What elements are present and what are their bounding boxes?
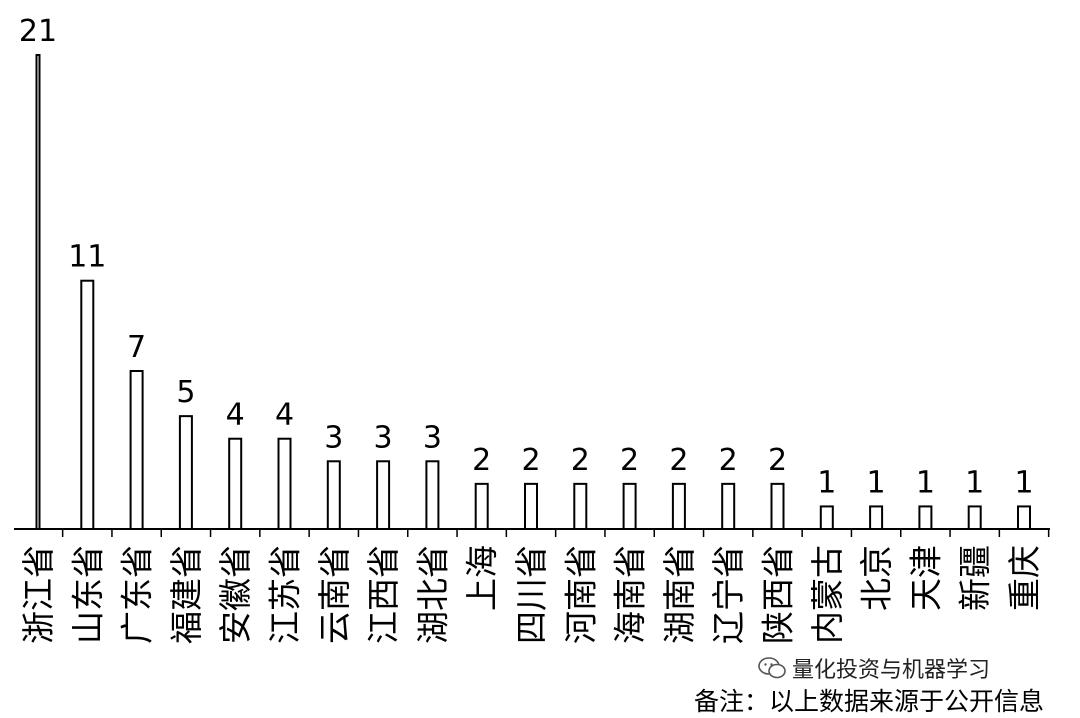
category-label: 江西省 xyxy=(364,545,403,644)
category-label: 安徽省 xyxy=(216,545,255,644)
category-label: 重庆 xyxy=(1005,545,1044,611)
bar-新疆 xyxy=(967,505,982,530)
value-label: 1 xyxy=(916,465,935,500)
category-labels: 浙江省 山东省 广东省 福建省 安徽省 江苏省 云南省 江西省 湖北省 上海 四川省 河南省 海南省 湖南… xyxy=(19,545,1044,644)
category-label: 天津 xyxy=(906,545,945,611)
category-label: 新疆 xyxy=(956,545,995,611)
bar-上海 xyxy=(474,482,489,531)
category-label: 北京 xyxy=(857,545,896,611)
wechat-icon xyxy=(758,657,786,679)
value-label: 4 xyxy=(275,398,294,433)
value-label: 1 xyxy=(817,465,836,500)
category-label: 四川省 xyxy=(512,545,551,644)
value-label: 21 xyxy=(19,14,57,49)
bars-group xyxy=(35,54,1031,531)
bar-云南省 xyxy=(326,460,341,530)
value-label: 2 xyxy=(669,443,688,478)
bar-山东省 xyxy=(80,279,95,531)
category-label: 海南省 xyxy=(611,545,650,644)
category-label: 内蒙古 xyxy=(808,545,847,644)
bar-河南省 xyxy=(573,482,588,531)
value-label: 2 xyxy=(571,443,590,478)
value-label: 1 xyxy=(965,465,984,500)
value-label: 4 xyxy=(226,398,245,433)
category-label: 福建省 xyxy=(167,545,206,644)
category-label: 上海 xyxy=(463,545,502,611)
bar-湖南省 xyxy=(671,482,686,531)
value-label: 2 xyxy=(719,443,738,478)
category-label: 河南省 xyxy=(561,545,600,644)
x-axis-ticks xyxy=(61,529,1050,537)
value-label: 7 xyxy=(127,330,146,365)
category-label: 辽宁省 xyxy=(709,545,748,644)
bar-江西省 xyxy=(376,460,391,530)
value-label: 2 xyxy=(620,443,639,478)
value-label: 3 xyxy=(374,420,393,455)
category-label: 湖南省 xyxy=(660,545,699,644)
value-label: 2 xyxy=(521,443,540,478)
bar-辽宁省 xyxy=(721,482,736,531)
bar-重庆 xyxy=(1017,505,1031,530)
bar-四川省 xyxy=(524,482,538,531)
category-label: 云南省 xyxy=(315,545,354,644)
bar-湖北省 xyxy=(425,460,440,530)
bar-广东省 xyxy=(129,370,144,530)
value-label: 3 xyxy=(324,420,343,455)
bar-天津 xyxy=(918,505,933,530)
bar-安徽省 xyxy=(228,437,243,531)
category-label: 湖北省 xyxy=(413,545,452,644)
value-label: 2 xyxy=(768,443,787,478)
watermark-text: 量化投资与机器学习 xyxy=(792,658,991,683)
bar-陕西省 xyxy=(770,482,785,531)
bar-福建省 xyxy=(178,415,193,530)
bar-浙江省 xyxy=(35,54,41,530)
category-label: 江苏省 xyxy=(266,545,305,644)
category-label: 浙江省 xyxy=(19,545,58,644)
value-label: 11 xyxy=(68,240,106,275)
category-label: 广东省 xyxy=(118,545,157,644)
bar-内蒙古 xyxy=(819,505,834,530)
value-label: 5 xyxy=(176,375,195,410)
watermark: 量化投资与机器学习 xyxy=(758,652,990,684)
category-label: 山东省 xyxy=(68,545,107,644)
value-label: 3 xyxy=(423,420,442,455)
category-label: 陕西省 xyxy=(759,545,798,644)
bar-北京 xyxy=(869,505,884,530)
value-label: 1 xyxy=(867,465,886,500)
bar-江苏省 xyxy=(277,437,292,531)
source-note: 备注：以上数据来源于公开信息 xyxy=(694,687,1045,716)
value-label: 2 xyxy=(472,443,491,478)
bar-海南省 xyxy=(622,482,637,531)
value-label: 1 xyxy=(1014,465,1033,500)
